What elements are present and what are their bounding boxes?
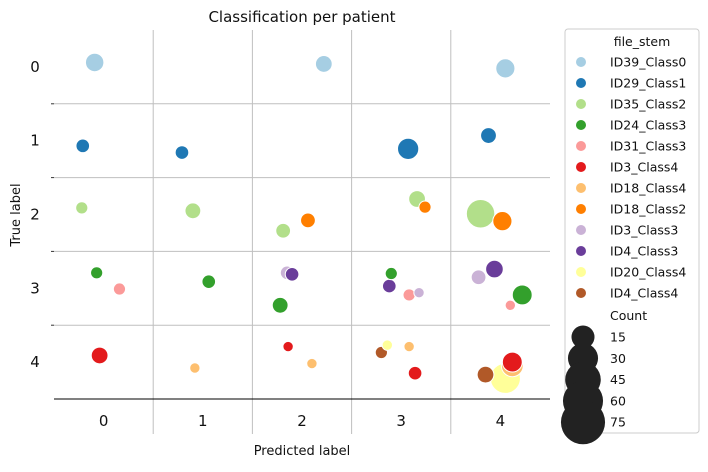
data-point (300, 212, 316, 229)
data-point (384, 266, 398, 281)
legend-label: ID18_Class4 (610, 181, 686, 196)
data-point (465, 199, 496, 229)
data-point (492, 211, 513, 232)
legend-label: ID31_Class3 (610, 139, 686, 154)
data-point (75, 201, 89, 215)
x-tick-label: 0 (99, 412, 109, 430)
data-point (184, 202, 202, 220)
legend-marker (576, 225, 586, 235)
legend-marker (576, 246, 586, 256)
legend-label: ID18_Class2 (610, 202, 686, 217)
data-point (470, 269, 487, 286)
data-point (476, 365, 495, 384)
data-point (306, 357, 318, 370)
data-point (402, 288, 416, 302)
legend-size-marker (560, 400, 606, 445)
legend-marker (576, 78, 586, 88)
legend-marker (576, 204, 586, 214)
legend-label: ID24_Class3 (610, 118, 686, 133)
legend-size-title: Count (610, 308, 647, 323)
x-tick-label: 2 (297, 412, 307, 430)
data-points (75, 52, 533, 394)
data-point (418, 200, 432, 214)
legend-marker (576, 183, 586, 193)
data-point (511, 284, 533, 306)
legend-size-marker (571, 325, 595, 349)
data-point (403, 340, 415, 353)
legend-marker (576, 288, 586, 298)
legend-label: ID39_Class0 (610, 55, 686, 70)
legend-marker (576, 120, 586, 130)
data-point (75, 138, 91, 154)
x-axis-label: Predicted label (254, 444, 351, 459)
data-point (84, 52, 105, 73)
y-tick-label: 2 (30, 206, 40, 224)
data-point (90, 346, 109, 365)
legend-marker (576, 57, 586, 67)
data-point (90, 266, 104, 280)
data-point (495, 58, 516, 79)
data-point (413, 287, 425, 299)
y-tick-label: 1 (30, 132, 40, 150)
legend-label: ID4_Class4 (610, 286, 678, 301)
y-tick-label: 3 (30, 279, 40, 297)
data-point (407, 365, 423, 381)
y-tick-label: 0 (30, 58, 40, 76)
legend-marker (576, 267, 586, 277)
legend-label: ID3_Class4 (610, 160, 678, 175)
legend-marker (576, 162, 586, 172)
data-point (174, 145, 190, 160)
data-point (112, 282, 127, 296)
data-point (314, 55, 333, 73)
legend-label: ID4_Class3 (610, 244, 678, 259)
legend-label: ID29_Class1 (610, 76, 686, 91)
data-point (189, 362, 201, 374)
y-axis-label: True label (9, 183, 24, 247)
x-tick-label: 3 (396, 412, 406, 430)
legend-size-label: 75 (610, 415, 626, 430)
data-point (381, 278, 397, 294)
y-tick-label: 4 (30, 353, 40, 371)
legend-label: ID35_Class2 (610, 97, 686, 112)
data-point (275, 222, 292, 239)
axis-ticks: 0 1 2 3 4 0 1 2 3 4 (30, 58, 550, 430)
legend-size-label: 15 (610, 330, 626, 345)
legend-label: ID3_Class3 (610, 223, 678, 238)
legend-hue-title: file_stem (614, 34, 671, 49)
data-point (504, 299, 517, 311)
data-point (485, 259, 504, 279)
x-tick-label: 4 (496, 412, 506, 430)
legend-marker (576, 99, 586, 109)
legend-size-label: 60 (610, 393, 626, 408)
legend-marker (576, 141, 586, 151)
data-point (480, 127, 497, 144)
data-point (381, 339, 394, 351)
legend-label: ID20_Class4 (610, 265, 686, 280)
data-point (284, 266, 300, 282)
data-point (271, 296, 289, 314)
legend: file_stem ID39_Class0 ID29_Class1 ID35_Clas… (560, 28, 700, 445)
legend-frame (564, 28, 700, 434)
grid-lines (54, 30, 550, 434)
data-point (501, 351, 523, 373)
legend-size-label: 45 (610, 372, 626, 387)
data-point (201, 274, 217, 289)
x-tick-label: 1 (198, 412, 208, 430)
data-point (397, 137, 420, 160)
legend-size-label: 30 (610, 351, 626, 366)
data-point (282, 340, 294, 353)
chart-title: Classification per patient (208, 8, 395, 26)
